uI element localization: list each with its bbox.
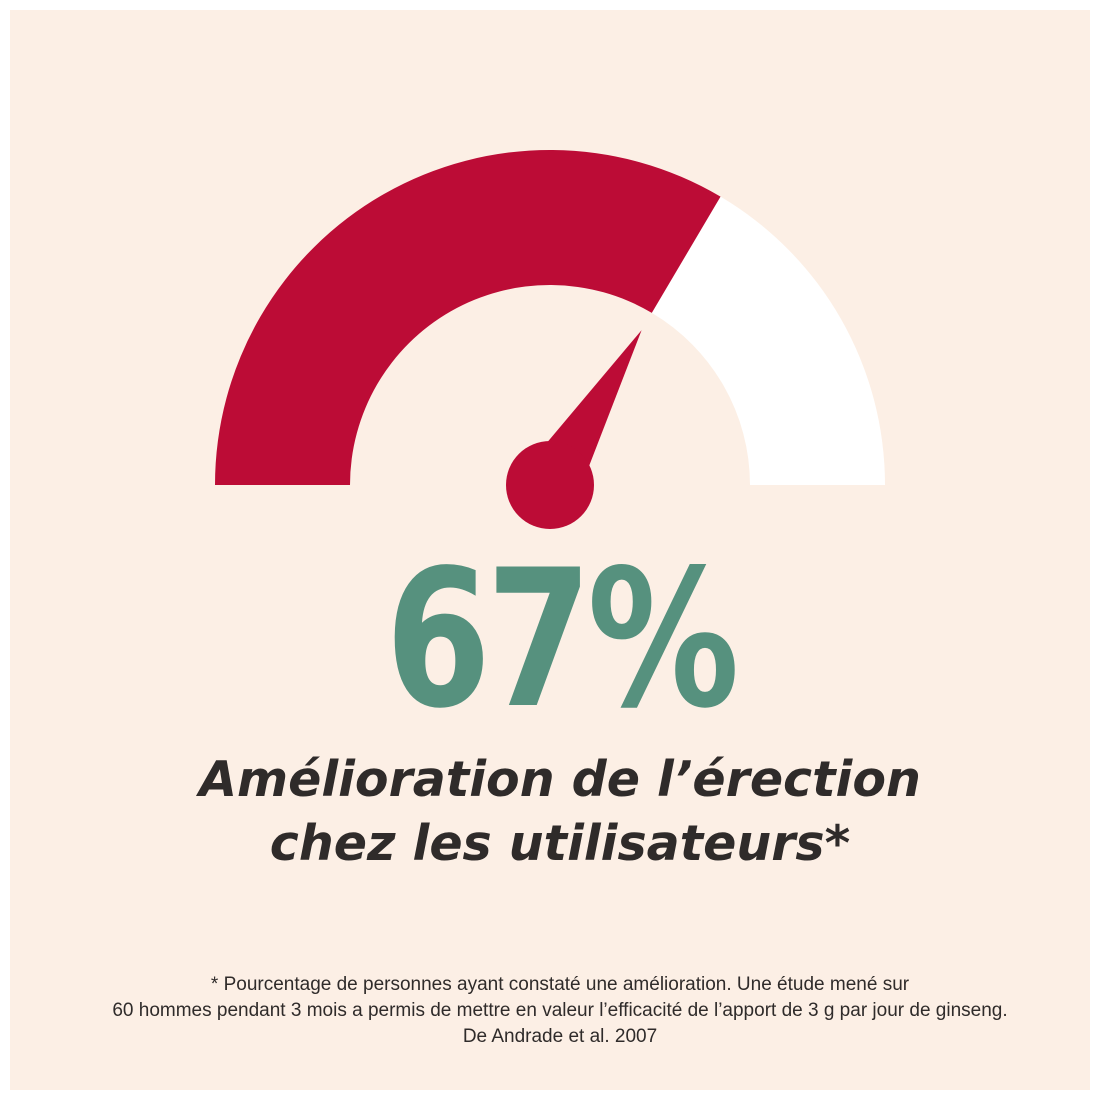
footnote-line-1: * Pourcentage de personnes ayant constat…	[210, 974, 910, 995]
headline: Amélioration de l’érection chez les util…	[10, 748, 1090, 876]
gauge	[215, 150, 885, 529]
stat-value: 67%	[385, 529, 739, 750]
gauge-fill	[215, 150, 721, 486]
footnote-line-2: 60 hommes pendant 3 mois a permis de met…	[112, 1000, 1008, 1021]
footnote-line-3: De Andrade et al. 2007	[462, 1026, 658, 1047]
headline-line-1: Amélioration de l’érection	[199, 751, 921, 808]
gauge-track	[651, 196, 885, 485]
footnote: * Pourcentage de personnes ayant constat…	[10, 972, 1090, 1050]
headline-line-2: chez les utilisateurs*	[269, 815, 851, 872]
infographic-card: 67% Amélioration de l’érection chez les …	[10, 10, 1090, 1090]
gauge-hub	[506, 441, 594, 529]
